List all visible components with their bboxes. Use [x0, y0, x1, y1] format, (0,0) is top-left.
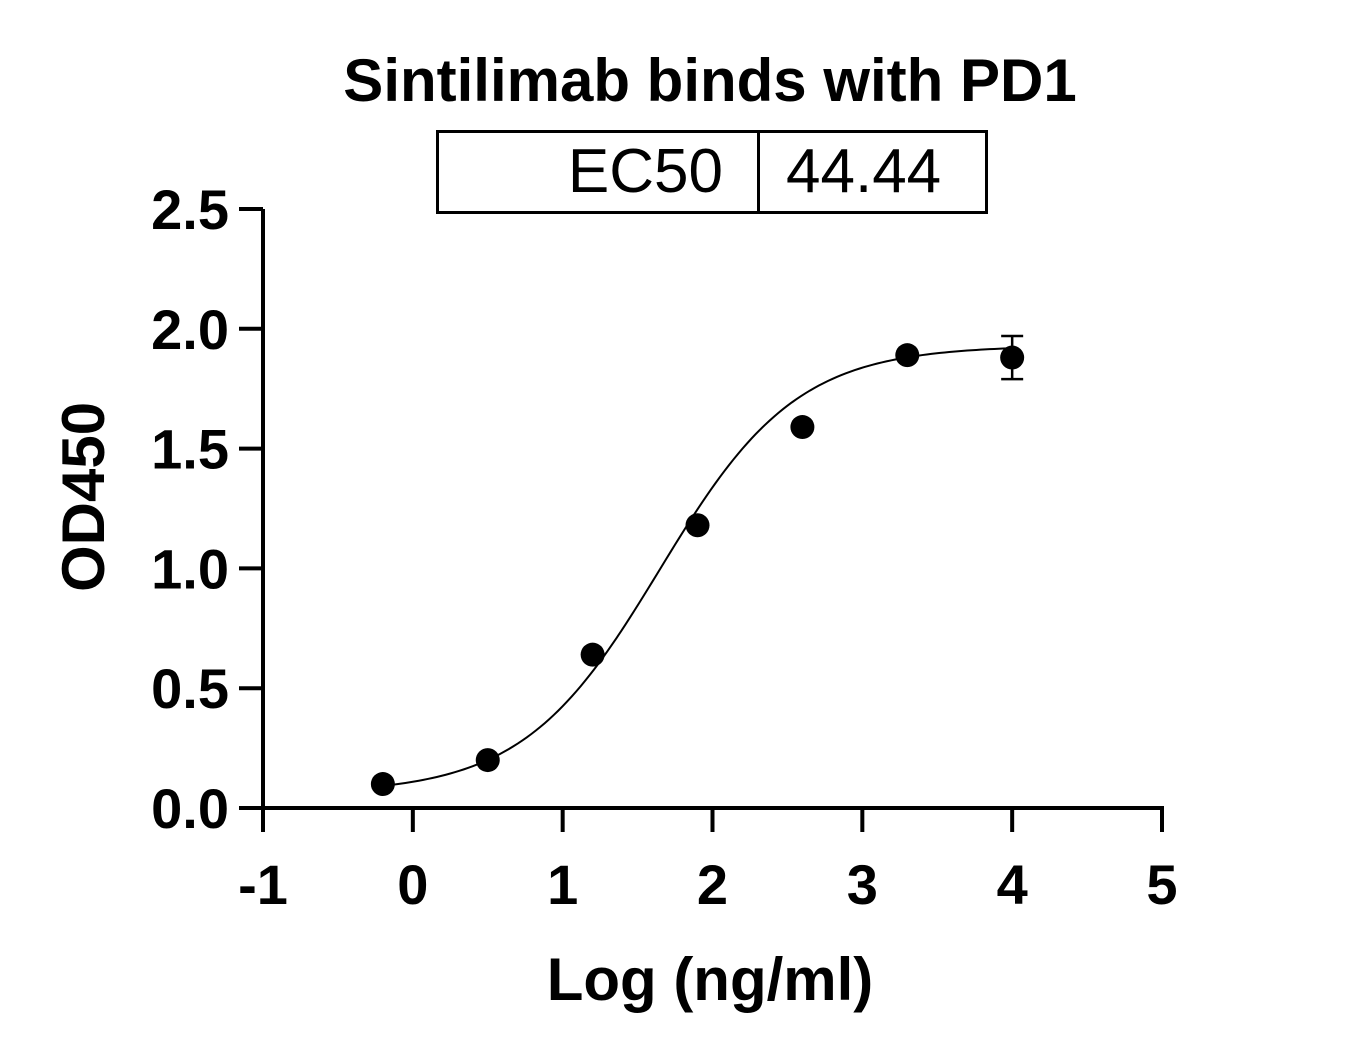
data-point: [475, 748, 500, 773]
ec50-value: 44.44: [786, 137, 942, 206]
x-tick-label: 0: [397, 853, 428, 916]
x-axis-title: Log (ng/ml): [547, 946, 874, 1013]
y-tick-label: 1.5: [151, 418, 229, 481]
y-tick-label: 2.0: [151, 298, 229, 361]
fit-curve: [382, 347, 1013, 787]
x-tick-label: 5: [1146, 853, 1177, 916]
y-tick-label: 2.5: [151, 178, 229, 241]
data-point: [790, 415, 815, 440]
data-point: [685, 513, 710, 538]
x-tick-label: 1: [547, 853, 578, 916]
data-point: [895, 343, 920, 368]
x-tick-label: 4: [997, 853, 1028, 916]
data-point: [580, 642, 605, 667]
data-point: [1000, 345, 1025, 370]
x-tick-label: -1: [238, 853, 288, 916]
y-tick-label: 1.0: [151, 537, 229, 600]
y-tick-label: 0.5: [151, 657, 229, 720]
data-point: [370, 772, 395, 797]
y-tick-label: 0.0: [151, 777, 229, 840]
chart-title: Sintilimab binds with PD1: [343, 47, 1077, 114]
ec50-table: EC50 44.44: [436, 130, 988, 214]
x-tick-label: 2: [697, 853, 728, 916]
y-axis-title: OD450: [50, 402, 117, 592]
x-tick-label: 3: [847, 853, 878, 916]
ec50-label: EC50: [439, 133, 760, 211]
